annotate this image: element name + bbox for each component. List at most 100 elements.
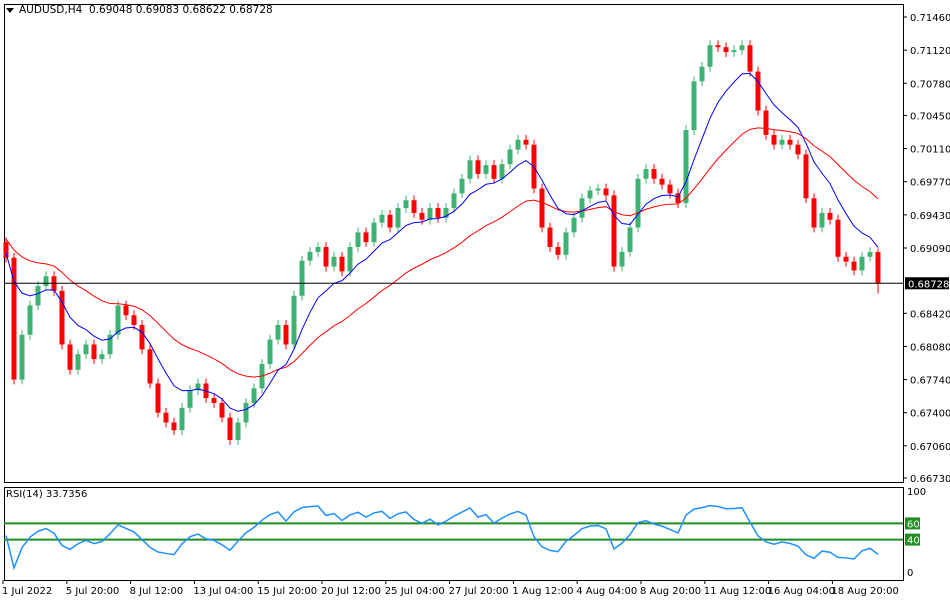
bear-candle [611,195,617,267]
time-tick-label: 15 Jul 20:00 [257,586,317,597]
bear-candle [475,160,481,174]
bull-candle [83,344,89,355]
bull-candle [43,276,49,286]
rsi-pane-border [4,487,904,581]
current-price-label: 0.68728 [908,279,949,290]
price-tick-label: 0.71120 [910,46,950,57]
bear-candle [659,178,665,185]
bear-candle [491,165,497,179]
dropdown-triangle-icon[interactable] [6,7,14,13]
time-tick-label: 16 Aug 04:00 [768,586,835,597]
bull-candle [235,422,241,440]
bear-candle [715,45,721,48]
bear-candle [363,232,369,243]
price-tick-label: 0.67400 [910,409,950,420]
bear-candle [435,208,441,218]
bull-candle [483,165,489,174]
bear-candle [771,134,777,145]
symbol-label: AUDUSD,H4 [19,4,83,16]
bull-candle [627,227,633,252]
bull-candle [635,178,641,228]
time-tick-label: 18 Aug 20:00 [831,586,898,597]
price-tick-label: 0.69430 [910,211,950,222]
bull-candle [371,222,377,243]
time-tick-label: 8 Jul 12:00 [130,586,184,597]
bear-candle [339,256,345,272]
time-tick-label: 27 Jul 20:00 [449,586,509,597]
time-tick-label: 1 Jul 2022 [2,586,52,597]
bear-candle [795,144,801,155]
bull-candle [403,200,409,209]
bull-candle [395,208,401,228]
ohlc-values: 0.69048 0.69083 0.68622 0.68728 [89,4,273,16]
price-tick-label: 0.67060 [910,442,950,453]
price-tick-label: 0.71460 [910,13,950,24]
bull-candle [451,193,457,209]
bull-candle [179,407,185,431]
bull-candle [819,212,825,228]
bear-candle [651,169,657,179]
bear-candle [67,344,73,370]
bull-candle [699,66,705,82]
bear-candle [211,398,217,403]
time-tick-label: 25 Jul 04:00 [385,586,445,597]
bull-candle [595,188,601,191]
bull-candle [427,208,433,220]
fast-moving-average-line [5,72,879,412]
bull-candle [291,295,297,345]
main-pane-border [4,4,904,483]
bull-candle [515,139,521,150]
rsi-axis-label: 0 [907,568,913,579]
price-tick-label: 0.69770 [910,178,950,189]
bull-candle [379,214,385,223]
rsi-line [5,504,879,571]
bear-candle [419,212,425,220]
bear-candle [219,402,225,418]
rsi-level-label: 40 [907,536,920,547]
bear-candle [811,198,817,228]
price-tick-label: 0.68080 [910,342,950,353]
time-tick-label: 13 Jul 04:00 [193,586,253,597]
bear-candle [147,349,153,384]
rsi-title: RSI(14) 33.7356 [6,489,88,500]
bull-candle [299,260,305,296]
bear-candle [11,257,17,380]
bear-candle [227,417,233,440]
bull-candle [707,45,713,67]
bear-candle [59,290,65,345]
bear-candle [547,227,553,248]
bull-candle [35,285,41,306]
bear-candle [835,219,841,257]
bull-candle [859,256,865,271]
bull-candle [195,383,201,391]
bear-candle [851,261,857,271]
bear-candle [171,422,177,431]
bull-candle [27,305,33,335]
price-tick-label: 0.70450 [910,111,950,122]
bull-candle [739,45,745,51]
time-tick-label: 4 Aug 04:00 [576,586,637,597]
time-tick-label: 8 Aug 20:00 [640,586,701,597]
bear-candle [787,139,793,145]
bull-candle [275,324,281,340]
bear-candle [139,324,145,350]
bear-candle [723,47,729,53]
chart-title: AUDUSD,H4 0.69048 0.69083 0.68622 0.6872… [6,4,273,16]
bull-candle [267,339,273,364]
bear-candle [523,139,529,145]
current-price-badge [905,277,949,290]
slow-moving-average-line [5,127,879,378]
bear-candle [875,252,881,284]
bull-candle [731,50,737,53]
bear-candle [3,242,9,258]
bull-candle [579,198,585,218]
bear-candle [747,45,753,72]
bull-candle [347,247,353,272]
bull-candle [507,149,513,165]
bull-candle [571,217,577,233]
bear-candle [123,305,129,316]
bear-candle [763,110,769,135]
bear-candle [387,214,393,228]
price-tick-label: 0.69090 [910,244,950,255]
